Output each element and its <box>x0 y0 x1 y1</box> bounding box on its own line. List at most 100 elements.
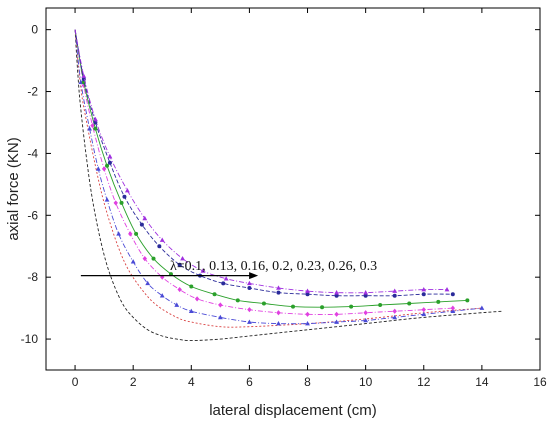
series-3-point <box>276 310 281 316</box>
x-tick-label: 0 <box>72 375 79 389</box>
series-2-point <box>116 231 122 236</box>
y-tick-label: -4 <box>27 146 38 160</box>
series-2-point <box>305 320 310 326</box>
series-2-point <box>421 311 427 317</box>
series-6-point <box>421 286 427 292</box>
series-5-point <box>392 293 397 298</box>
series-2-point <box>276 320 281 326</box>
series-line-0 <box>74 29 503 342</box>
series-5-point <box>177 262 182 267</box>
annotation-arrowhead <box>249 272 259 280</box>
series-6-point <box>392 288 398 293</box>
series-6-point <box>444 286 450 292</box>
x-tick-label: 2 <box>130 375 137 389</box>
series-5-point <box>107 160 112 165</box>
series-6-point <box>142 215 148 221</box>
series-4-point <box>407 301 412 306</box>
series-5-point <box>247 286 252 291</box>
series-6-point <box>276 285 281 290</box>
series-2-point <box>174 302 180 307</box>
series-line-5 <box>74 29 453 297</box>
series-4-point <box>235 298 240 303</box>
x-tick-label: 16 <box>533 375 547 389</box>
series-3-point <box>194 296 200 302</box>
series-6-point <box>107 153 113 159</box>
series-2-point <box>104 197 110 202</box>
series-3-point <box>101 166 107 172</box>
series-3-point <box>142 256 147 262</box>
series-2-point <box>247 319 252 324</box>
series-4-point <box>189 284 194 289</box>
series-2-point <box>159 293 165 298</box>
series-3-point <box>305 311 310 317</box>
x-tick-label: 4 <box>188 375 195 389</box>
series-3-point <box>334 311 339 317</box>
series-4-point <box>436 299 441 304</box>
series-6-point <box>200 268 206 273</box>
series-6-point <box>180 256 185 261</box>
series-5-point <box>221 281 226 286</box>
series-6-point <box>305 288 310 293</box>
series-5-point <box>139 222 144 227</box>
plot-frame <box>45 7 541 371</box>
series-3-point <box>421 307 426 313</box>
series-6-point <box>363 290 369 295</box>
series-3-point <box>218 302 223 308</box>
series-4-point <box>105 163 110 168</box>
series-5-point <box>157 244 162 249</box>
series-5-point <box>276 290 281 295</box>
series-3-point <box>90 122 95 129</box>
series-4-point <box>349 304 354 309</box>
lambda-annotation: λ=0.1, 0.13, 0.16, 0.2, 0.23, 0.26, 0.3 <box>80 259 377 280</box>
series-6-point <box>334 290 339 295</box>
x-tick-label: 6 <box>246 375 253 389</box>
y-axis-title: axial force (KN) <box>5 137 22 240</box>
series-5-point <box>450 292 455 297</box>
x-tick-label: 10 <box>359 375 373 389</box>
series-4-point <box>134 231 139 236</box>
series-2-point <box>392 314 398 320</box>
series-4-point <box>93 126 98 131</box>
y-tick-label: -8 <box>27 270 38 284</box>
series-3-point <box>128 231 133 237</box>
series-3-point <box>160 274 165 280</box>
x-tick-label: 8 <box>304 375 311 389</box>
series-6-point <box>93 116 98 122</box>
series-3-point <box>177 286 182 293</box>
series-4-point <box>465 298 470 303</box>
y-tick-label: -6 <box>27 208 38 222</box>
series-2-point <box>450 308 456 314</box>
series-3-point <box>113 200 118 206</box>
series-3-point <box>247 307 252 313</box>
series-4-point <box>261 301 266 306</box>
tick-group: 0 2 4 6 8 10 12 14 16 0 -2 -4 -6 -8 -10 <box>21 8 547 389</box>
series-2-point <box>145 280 151 286</box>
annotation-text: λ=0.1, 0.13, 0.16, 0.2, 0.23, 0.26, 0.3 <box>170 259 377 274</box>
series-2-point <box>334 319 339 324</box>
series-2-point <box>479 305 485 310</box>
series-6-point <box>247 280 252 286</box>
series-line-6 <box>74 29 448 294</box>
x-tick-label: 12 <box>417 375 431 389</box>
series-5-point <box>122 194 127 199</box>
series-5-point <box>305 292 310 297</box>
series-4-point <box>291 304 295 309</box>
series-4-point <box>119 200 124 205</box>
series-5-point <box>421 292 426 297</box>
series-group <box>74 29 503 342</box>
series-3-point <box>450 305 456 311</box>
series-2-point <box>188 308 194 314</box>
series-line-2 <box>74 29 482 325</box>
x-axis-title: lateral displacement (cm) <box>209 402 377 419</box>
series-4-point <box>378 303 383 308</box>
series-3-point <box>392 308 397 314</box>
series-6-point <box>124 187 130 193</box>
y-tick-label: -10 <box>21 332 39 346</box>
series-2-point <box>95 166 101 171</box>
series-6-point <box>223 276 229 281</box>
series-6-point <box>81 73 87 78</box>
series-5-point <box>334 293 339 298</box>
series-4-point <box>212 292 217 297</box>
series-line-1 <box>74 29 482 328</box>
